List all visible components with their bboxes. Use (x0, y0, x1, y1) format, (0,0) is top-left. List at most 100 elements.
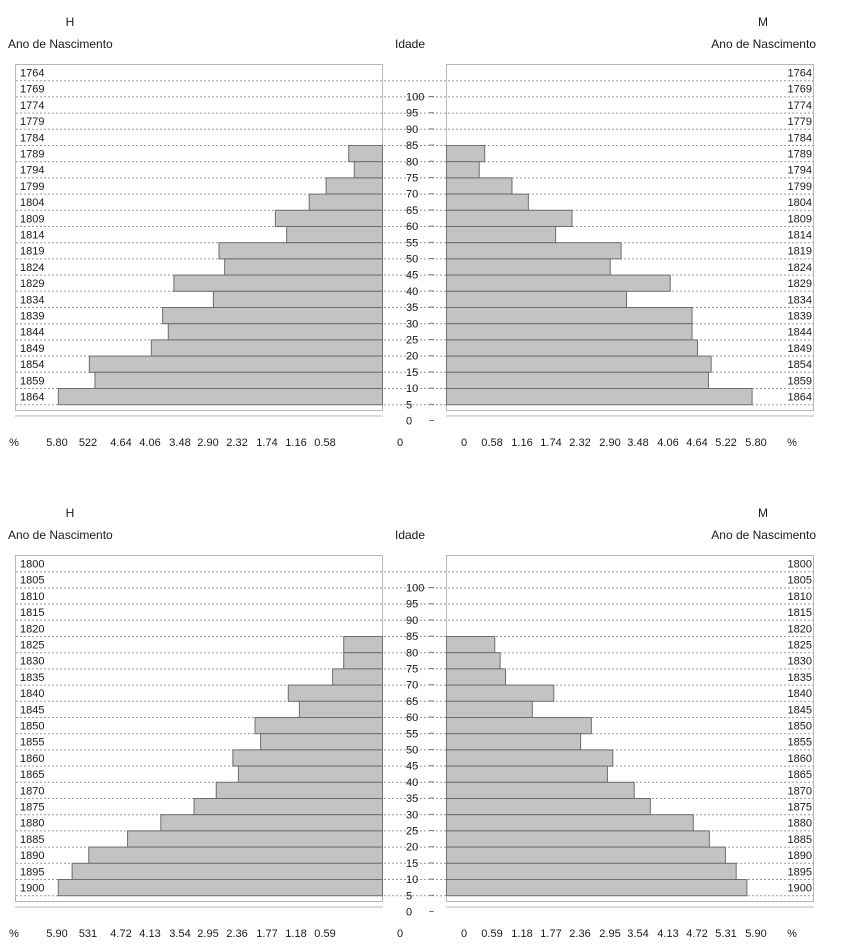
left-x-tick-label: % (9, 437, 19, 449)
left-x-tick-label: 4.72 (110, 928, 131, 940)
left-birth-year-label: 1870 (20, 785, 44, 797)
left-x-tick-label: 531 (79, 928, 97, 940)
left-birth-year-label: 1839 (20, 311, 44, 323)
left-x-tick-label: 0.58 (314, 437, 335, 449)
age-label: 55 (406, 728, 418, 740)
left-birth-year-label: 1875 (20, 802, 44, 814)
bar-m-1859 (446, 371, 709, 389)
left-birth-year-label: 1800 (20, 559, 44, 571)
age-label: 35 (406, 302, 418, 314)
age-label: 40 (406, 777, 418, 789)
bar-h-1814 (286, 226, 384, 244)
right-birth-year-label: 1834 (788, 294, 812, 306)
bar-m-1895 (446, 862, 737, 880)
left-x-tick-label: 2.95 (197, 928, 218, 940)
left-birth-year-label: 1864 (20, 392, 44, 404)
age-label: 90 (406, 615, 418, 627)
right-x-tick-label: 1.18 (511, 928, 532, 940)
bar-h-1819 (218, 242, 383, 260)
right-x-tick-label: 5.90 (745, 928, 766, 940)
right-birth-year-label: 1805 (788, 575, 812, 587)
bar-m-1830 (446, 652, 501, 670)
right-birth-year-label: 1814 (788, 230, 812, 242)
left-x-tick-label: % (9, 928, 19, 940)
age-label: 50 (406, 745, 418, 757)
bar-m-1870 (446, 781, 635, 799)
left-birth-year-label: 1835 (20, 672, 44, 684)
bar-h-1900 (57, 879, 384, 897)
left-x-tick-label: 4.64 (110, 437, 131, 449)
left-birth-year-label: 1840 (20, 688, 44, 700)
bar-m-1835 (446, 668, 507, 686)
age-label: 15 (406, 367, 418, 379)
left-birth-year-label: 1799 (20, 181, 44, 193)
right-birth-year-label: 1865 (788, 769, 812, 781)
left-birth-year-label: 1804 (20, 197, 44, 209)
bar-m-1880 (446, 814, 694, 832)
left-birth-year-label: 1885 (20, 834, 44, 846)
bar-h-1829 (173, 274, 383, 292)
right-x-tick-label: 2.90 (599, 437, 620, 449)
right-birth-year-label: 1839 (788, 311, 812, 323)
bar-h-1870 (215, 781, 383, 799)
right-x-tick-label: 0.58 (481, 437, 502, 449)
right-x-tick-label: 3.54 (627, 928, 648, 940)
right-axis-title: Ano de Nascimento (711, 37, 816, 51)
age-label: 10 (406, 383, 418, 395)
left-birth-year-label: 1779 (20, 116, 44, 128)
center-axis-title: Idade (395, 528, 425, 542)
right-birth-year-label: 1779 (788, 116, 812, 128)
bar-m-1890 (446, 846, 726, 864)
pyramid-panel-1: H Ano de Nascimento Idade M Ano de Nasciment… (8, 15, 816, 449)
bar-h-1850 (254, 717, 383, 735)
left-x-tick-label: 5.80 (46, 437, 67, 449)
age-label: 60 (406, 712, 418, 724)
bar-h-1794 (353, 161, 383, 179)
age-label: 45 (406, 270, 418, 282)
right-birth-year-label: 1860 (788, 753, 812, 765)
left-birth-year-label: 1769 (20, 84, 44, 96)
right-birth-year-label: 1789 (788, 149, 812, 161)
right-birth-year-label: 1824 (788, 262, 812, 274)
right-birth-year-label: 1895 (788, 866, 812, 878)
left-x-tick-label: 2.32 (226, 437, 247, 449)
left-birth-year-label: 1784 (20, 132, 44, 144)
bar-h-1895 (71, 862, 384, 880)
age-label: 75 (406, 173, 418, 185)
bar-h-1885 (127, 830, 384, 848)
left-birth-year-label: 1829 (20, 278, 44, 290)
left-x-tick-label: 2.90 (197, 437, 218, 449)
bar-m-1854 (446, 355, 712, 373)
bar-m-1875 (446, 798, 651, 816)
age-label: 30 (406, 318, 418, 330)
bar-h-1855 (260, 733, 384, 751)
right-birth-year-label: 1784 (788, 132, 812, 144)
age-label: 20 (406, 842, 418, 854)
bar-h-1809 (274, 209, 383, 228)
right-birth-year-label: 1890 (788, 850, 812, 862)
bar-m-1864 (446, 388, 753, 406)
age-label: 50 (406, 254, 418, 266)
bar-m-1849 (446, 339, 699, 357)
age-label: 0 (406, 416, 412, 428)
bar-m-1825 (446, 636, 496, 654)
bar-h-1824 (224, 258, 383, 276)
bar-m-1840 (446, 684, 555, 702)
bar-m-1794 (446, 161, 480, 179)
right-birth-year-label: 1774 (788, 100, 812, 112)
right-x-tick-label: % (787, 437, 797, 449)
left-x-tick-label: 1.77 (256, 928, 277, 940)
age-label: 15 (406, 858, 418, 870)
bar-m-1834 (446, 290, 628, 308)
bar-m-1885 (446, 830, 710, 848)
age-label: 85 (406, 140, 418, 152)
pyramid-panel-2: H Ano de Nascimento Idade M Ano de Nasciment… (8, 506, 816, 940)
left-x-tick-label: 0 (397, 437, 403, 449)
left-birth-year-label: 1820 (20, 623, 44, 635)
age-label: 90 (406, 124, 418, 136)
age-label: 60 (406, 221, 418, 233)
age-label: 40 (406, 286, 418, 298)
right-birth-year-label: 1885 (788, 834, 812, 846)
age-label: 65 (406, 205, 418, 217)
bar-m-1804 (446, 193, 529, 211)
